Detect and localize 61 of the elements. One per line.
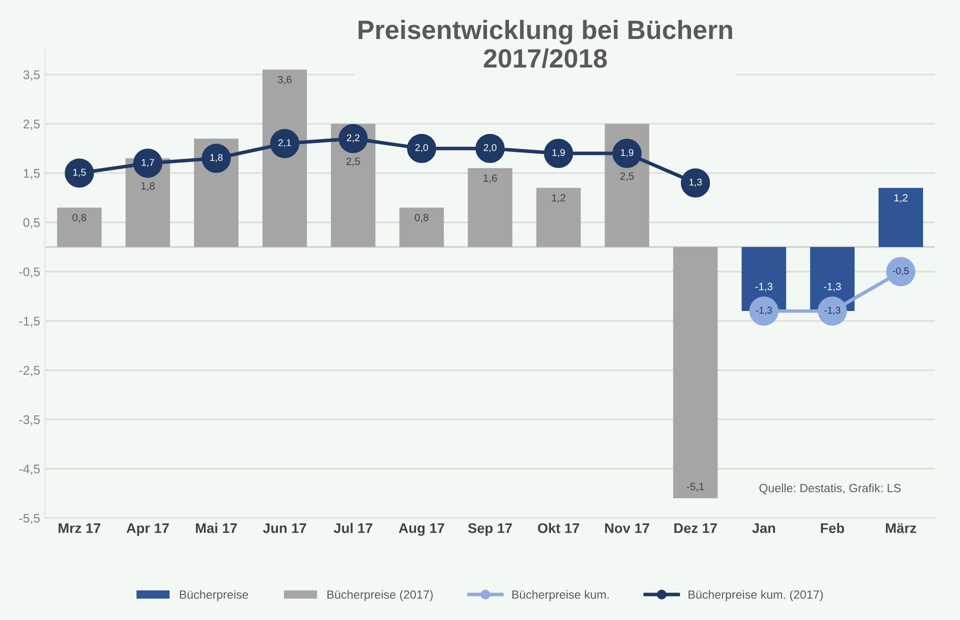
bar xyxy=(673,247,718,498)
bar xyxy=(57,208,102,248)
y-tick-label: 3,5 xyxy=(23,70,40,81)
data-label: 1,9 xyxy=(552,149,565,158)
data-label: -5,1 xyxy=(686,482,704,492)
legend-label: Bücherpreise kum. xyxy=(512,590,609,602)
data-label: 1,8 xyxy=(141,182,155,191)
data-label: 1,8 xyxy=(210,154,223,162)
x-tick-label: Mrz 17 xyxy=(58,523,100,533)
data-label: 0,8 xyxy=(72,214,86,222)
data-label: -1,3 xyxy=(755,282,772,292)
data-label: 1,9 xyxy=(620,149,634,158)
x-tick-label: Apr 17 xyxy=(126,523,169,536)
y-tick-label: -1,5 xyxy=(19,316,40,328)
chart-title: Preisentwicklung bei Büchern 2017/2018 xyxy=(358,20,732,68)
y-tick-label: 0,5 xyxy=(23,218,40,228)
x-tick-label: Aug 17 xyxy=(398,523,444,536)
data-label: 1,7 xyxy=(142,159,154,167)
data-label: 0,8 xyxy=(414,214,428,222)
y-tick-label: -0,5 xyxy=(19,267,40,278)
x-tick-label: Jan xyxy=(752,523,776,534)
x-tick-label: Jul 17 xyxy=(334,522,372,534)
y-tick-label: 1,5 xyxy=(24,169,40,180)
y-tick-label: -3,5 xyxy=(19,415,40,426)
data-label: 1,2 xyxy=(552,194,566,203)
legend-label: Bücherpreise (2017) xyxy=(327,590,433,602)
bar xyxy=(536,188,581,248)
y-tick-label: -5,5 xyxy=(19,514,40,524)
bar xyxy=(262,70,307,248)
bar xyxy=(878,188,924,248)
data-label: 1,3 xyxy=(689,178,702,187)
legend-label: Bücherpreise xyxy=(180,590,248,602)
data-label: 2,2 xyxy=(346,134,360,142)
data-label: 2,5 xyxy=(346,158,360,166)
legend-label: Bücherpreise kum. (2017) xyxy=(688,590,823,602)
data-label: 1,5 xyxy=(73,168,86,177)
bar xyxy=(468,168,512,248)
data-label: -1,3 xyxy=(824,306,840,315)
data-label: -0,5 xyxy=(892,267,909,276)
data-label: 2,0 xyxy=(415,144,428,152)
y-tick-label: -2,5 xyxy=(19,366,40,376)
data-label: 1,6 xyxy=(484,174,497,184)
annotation: Quelle: Destatis, Grafik: LS xyxy=(759,484,901,494)
data-label: 2,1 xyxy=(278,139,291,148)
data-label: 2,0 xyxy=(484,144,496,152)
x-tick-label: Nov 17 xyxy=(605,523,650,534)
x-tick-label: Feb xyxy=(820,522,844,534)
data-label: -1,3 xyxy=(756,306,772,315)
x-tick-label: Mai 17 xyxy=(196,522,237,534)
data-label: 1,2 xyxy=(894,194,908,203)
y-tick-label: -4,5 xyxy=(19,464,40,475)
data-label: 3,6 xyxy=(278,76,292,84)
x-tick-label: März xyxy=(886,523,916,534)
x-tick-label: Sep 17 xyxy=(468,523,512,536)
x-tick-label: Dez 17 xyxy=(674,523,717,534)
bar xyxy=(399,208,444,248)
data-label: -1,3 xyxy=(824,282,841,292)
x-tick-label: Okt 17 xyxy=(538,522,580,534)
x-tick-label: Jun 17 xyxy=(262,523,306,534)
data-label: 2,5 xyxy=(620,172,634,182)
y-tick-label: 2,5 xyxy=(24,120,40,130)
